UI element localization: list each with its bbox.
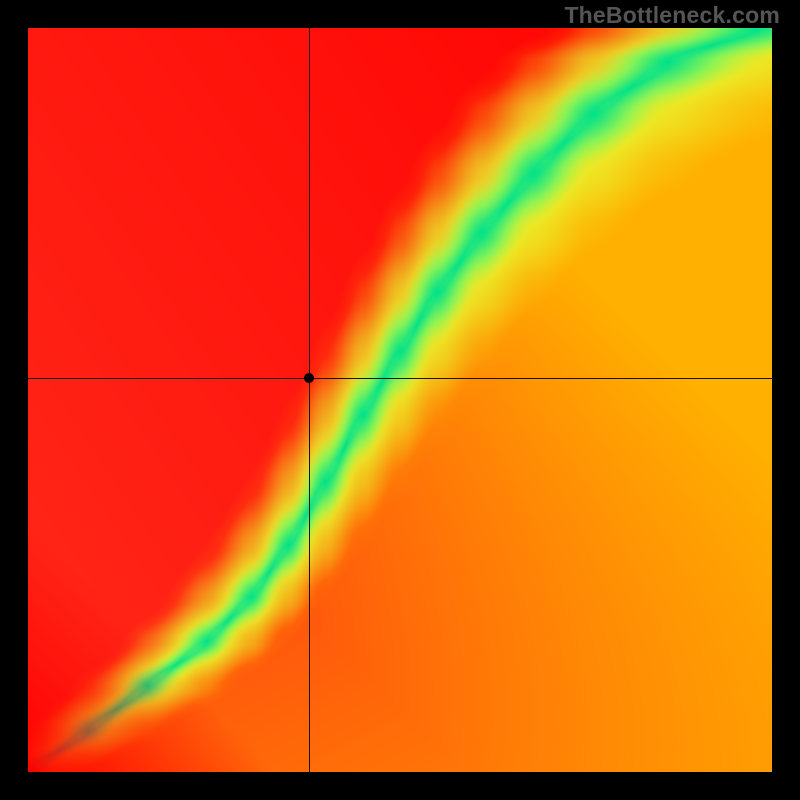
heatmap-canvas bbox=[28, 28, 772, 772]
crosshair-vertical bbox=[309, 28, 310, 772]
plot-area bbox=[28, 28, 772, 772]
source-watermark: TheBottleneck.com bbox=[564, 2, 780, 29]
crosshair-horizontal bbox=[28, 378, 772, 379]
chart-frame: TheBottleneck.com bbox=[0, 0, 800, 800]
